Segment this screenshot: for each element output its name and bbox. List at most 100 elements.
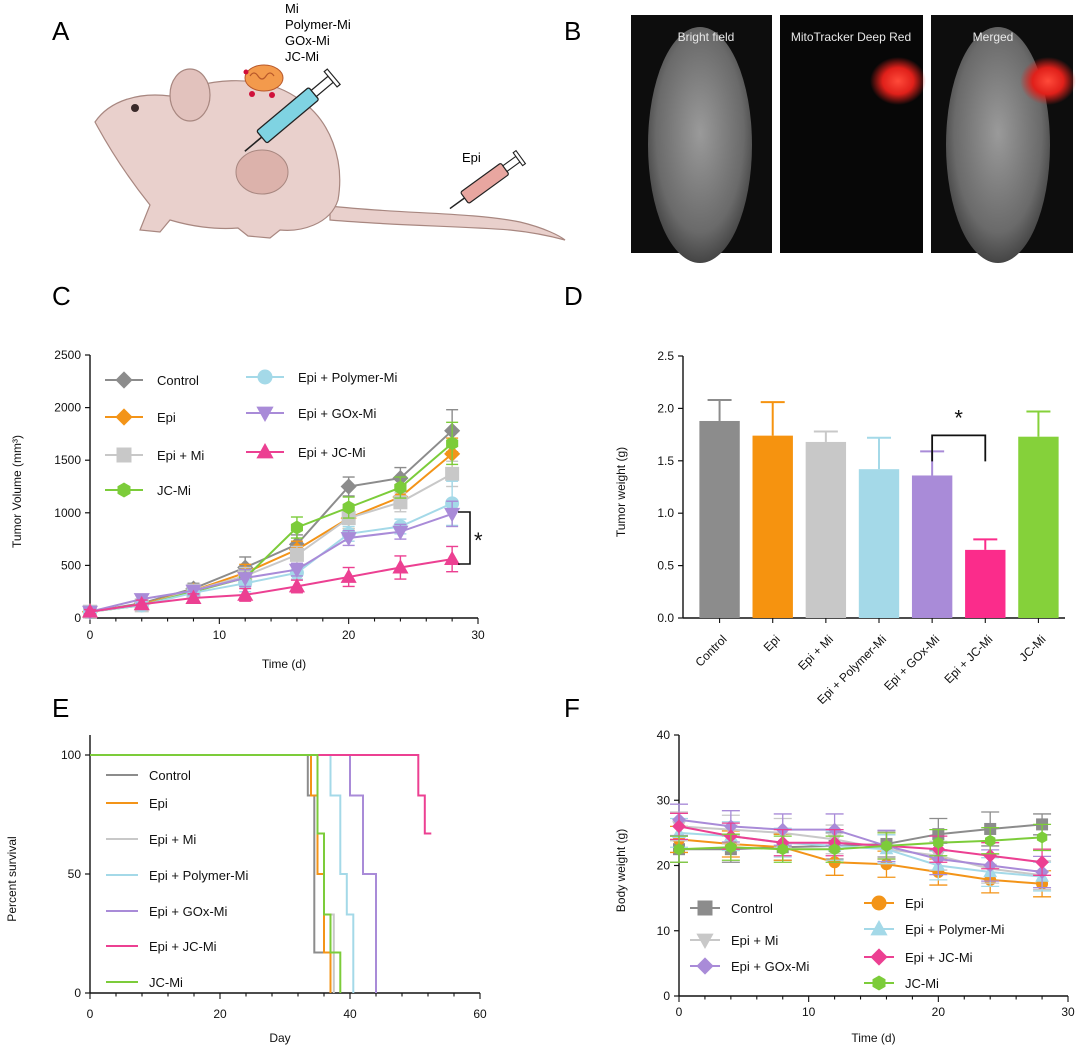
- y-axis-title: Percent survival: [5, 836, 19, 921]
- imaging-label-mitotracker: MitoTracker Deep Red: [791, 30, 911, 44]
- legend-label: Epi + JC-Mi: [905, 950, 973, 965]
- series-line: [89, 429, 453, 613]
- x-tick-label: Epi: [761, 632, 783, 654]
- mouse-tail: [329, 205, 566, 241]
- x-axis-title: Time (d): [262, 657, 306, 671]
- y-tick-label: 20: [657, 859, 671, 873]
- x-tick-label: 0: [676, 1005, 683, 1019]
- y-tick-label: 0.5: [657, 559, 674, 573]
- data-point: [444, 507, 461, 523]
- y-tick-label: 1500: [54, 453, 81, 467]
- survival-curve-epi: [90, 754, 332, 993]
- y-tick-label: 2500: [54, 348, 81, 362]
- y-tick-label: 1000: [54, 506, 81, 520]
- y-tick-label: 1.5: [657, 454, 674, 468]
- bar-epi-polymer-mi: [858, 469, 900, 618]
- y-tick-label: 2.0: [657, 401, 674, 415]
- imaging-panel-bright-field: Bright field: [631, 15, 772, 263]
- x-tick-label: 10: [802, 1005, 816, 1019]
- x-tick-label: 30: [1061, 1005, 1075, 1019]
- survival-curve-jc-mi: [90, 754, 342, 993]
- legend-item-epi-mi: Epi + Mi: [106, 832, 196, 847]
- legend-marker: [696, 933, 714, 949]
- x-tick-label: 30: [471, 628, 485, 642]
- data-point: [1035, 855, 1049, 870]
- legend-item-epi-jc-mi: Epi + JC-Mi: [864, 948, 973, 966]
- bar-epi-gox-mi: [911, 475, 953, 618]
- series-line: [678, 818, 1043, 873]
- panel-label-d: D: [564, 281, 583, 311]
- data-point: [392, 559, 409, 574]
- treatment-label-gox-mi: GOx-Mi: [285, 33, 330, 48]
- legend-marker: [257, 369, 273, 385]
- y-tick-label: 1.0: [657, 506, 674, 520]
- data-point: [1036, 831, 1048, 844]
- y-axis-title: Tumor Volume (mm³): [10, 435, 24, 548]
- x-tick-label: 0: [87, 1007, 94, 1021]
- legend-item-epi-mi: Epi + Mi: [105, 447, 204, 463]
- data-point: [445, 466, 460, 481]
- legend-label: Epi + JC-Mi: [149, 939, 217, 954]
- panel-label-a: A: [52, 16, 70, 46]
- bar-epi-mi: [805, 441, 847, 618]
- legend-label: Control: [157, 373, 199, 388]
- legend-label: Epi + Polymer-Mi: [905, 922, 1004, 937]
- data-point: [725, 841, 737, 854]
- x-tick-label: 10: [213, 628, 227, 642]
- x-tick-label: 60: [473, 1007, 487, 1021]
- series-line: [89, 558, 453, 613]
- panel-label-f: F: [564, 693, 580, 723]
- data-point: [393, 495, 408, 510]
- data-point: [985, 834, 996, 847]
- legend-marker: [870, 920, 888, 936]
- chart-tumor-volume: 0 500 1000 1500 2000 2500 0 10 20 30 Time (d) Tumor…: [10, 348, 485, 671]
- x-tick-label: JC-Mi: [1016, 632, 1048, 664]
- x-tick-label: 0: [87, 628, 94, 642]
- fluorescence-signal-merged: [1020, 57, 1076, 105]
- imaging-panel-mitotracker: MitoTracker Deep Red: [780, 15, 926, 253]
- mouse-illustration: [94, 68, 566, 241]
- data-point: [133, 595, 150, 611]
- legend-item-epi-gox-mi: Epi + GOx-Mi: [690, 957, 809, 975]
- x-axis-title: Time (d): [851, 1031, 895, 1045]
- syringe-red-icon: [449, 149, 527, 210]
- data-point: [446, 436, 459, 451]
- fluorescence-signal: [870, 57, 926, 105]
- legend-label: Epi + Polymer-Mi: [298, 370, 397, 385]
- legend-marker: [115, 408, 133, 426]
- legend-label: JC-Mi: [149, 975, 183, 990]
- chart-survival: 0 50 100 0 20 40 60 Day Percent survival Control E…: [5, 735, 487, 1045]
- imaging-label-bright-field: Bright field: [678, 30, 735, 44]
- data-point: [672, 819, 686, 834]
- significance-marker: *: [954, 405, 963, 430]
- data-point: [673, 843, 685, 856]
- mouse-eye: [131, 104, 139, 112]
- data-point: [237, 572, 254, 587]
- legend-label: Epi + Mi: [157, 448, 204, 463]
- y-axis-title: Tumor weight (g): [614, 447, 628, 537]
- legend-item-epi-gox-mi: Epi + GOx-Mi: [106, 904, 227, 919]
- y-tick-label: 2000: [54, 401, 81, 415]
- data-point: [777, 843, 788, 856]
- legend-label: Epi + Mi: [731, 933, 778, 948]
- legend-label: JC-Mi: [905, 976, 939, 991]
- legend-label: Control: [149, 768, 191, 783]
- syringe-blue-icon: [244, 68, 341, 152]
- chart-tumor-weight: 0.0 0.5 1.0 1.5 2.0 2.5 Tumor weight (g) Contro…: [614, 349, 1065, 707]
- legend-marker: [117, 482, 131, 498]
- significance-bracket: [931, 434, 987, 462]
- x-tick-label: Epi + Mi: [795, 632, 836, 673]
- treatment-label-jc-mi: JC-Mi: [285, 49, 319, 64]
- y-tick-label: 100: [61, 748, 81, 762]
- legend-item-epi-polymer-mi: Epi + Polymer-Mi: [864, 920, 1004, 937]
- series-jc-mi: [670, 823, 1052, 863]
- series-line: [678, 825, 1043, 864]
- y-tick-label: 500: [61, 558, 81, 572]
- legend-item-control: Control: [105, 371, 199, 389]
- data-point: [185, 589, 202, 604]
- legend-marker: [697, 900, 713, 916]
- data-point: [290, 520, 303, 535]
- legend-marker: [256, 406, 274, 422]
- mouse-ear: [169, 68, 211, 122]
- y-tick-label: 0: [663, 989, 670, 1003]
